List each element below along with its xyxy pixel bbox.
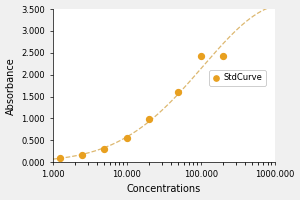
Y-axis label: Absorbance: Absorbance [6,57,16,115]
StdCurve [220,55,225,58]
X-axis label: Concentrations: Concentrations [127,184,201,194]
StdCurve [198,55,203,58]
StdCurve [80,154,84,157]
StdCurve [102,147,107,150]
StdCurve [57,156,62,159]
Legend: StdCurve: StdCurve [209,70,266,86]
StdCurve [146,118,151,121]
StdCurve [176,91,181,94]
StdCurve [124,136,129,139]
